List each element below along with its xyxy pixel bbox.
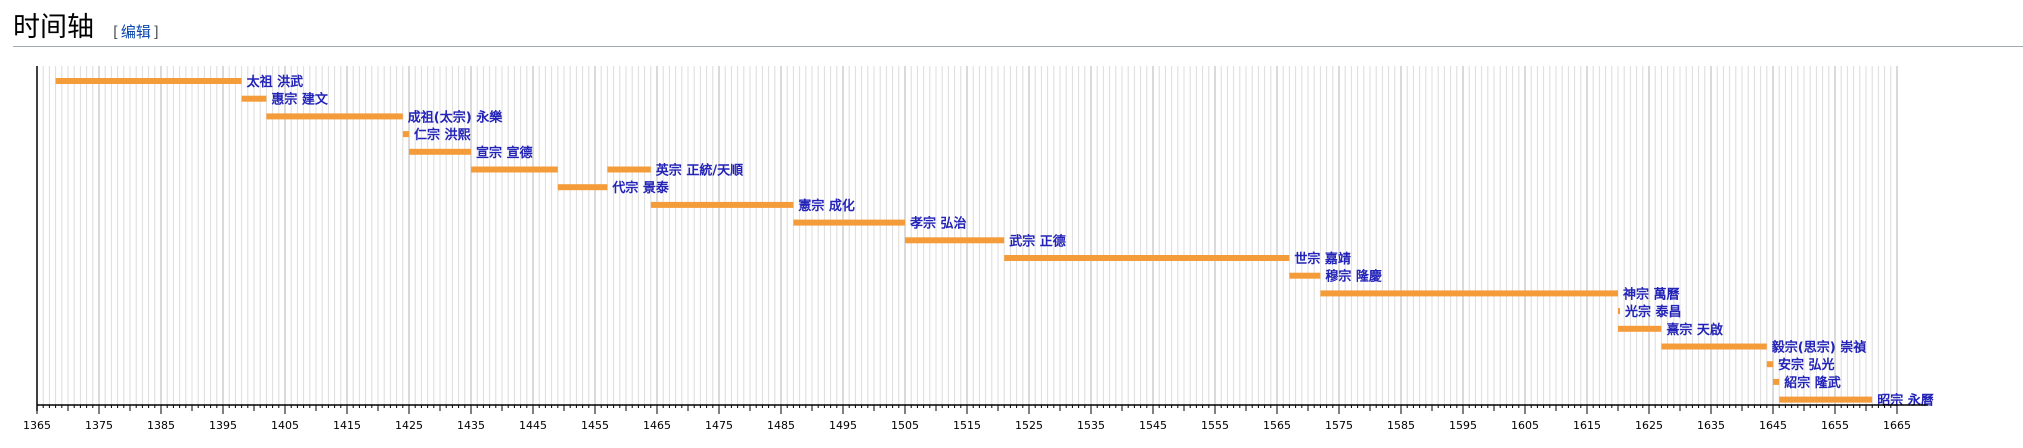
- reign-label: 武宗 正德: [1009, 233, 1066, 249]
- reign-bar: [241, 95, 267, 102]
- x-tick-label: 1665: [1883, 419, 1911, 432]
- reign-label: 穆宗 隆慶: [1325, 269, 1383, 285]
- reign-label: 惠宗 建文: [271, 92, 329, 108]
- reign-label: 太祖 洪武: [246, 74, 304, 90]
- x-tick-label: 1515: [953, 419, 981, 432]
- x-tick-label: 1395: [209, 419, 237, 432]
- reign-label: 宣宗 宣德: [476, 145, 533, 161]
- x-tick-label: 1605: [1511, 419, 1539, 432]
- x-tick-label: 1405: [271, 419, 299, 432]
- x-tick-label: 1555: [1201, 419, 1229, 432]
- reign-label: 英宗 正統/天順: [655, 163, 744, 179]
- x-tick-label: 1565: [1263, 419, 1291, 432]
- x-tick-label: 1375: [85, 419, 113, 432]
- reign-bar: [557, 184, 608, 191]
- edit-bracket-close: ]: [152, 23, 159, 41]
- x-tick-label: 1445: [519, 419, 547, 432]
- reign-label: 代宗 景泰: [611, 180, 670, 196]
- minor-gridlines: [36, 66, 1898, 405]
- reign-label: 神宗 萬曆: [1623, 286, 1680, 302]
- x-tick-label: 1635: [1697, 419, 1725, 432]
- x-tick-label: 1655: [1821, 419, 1849, 432]
- reign-bar-second: [607, 166, 651, 173]
- x-tick-label: 1505: [891, 419, 919, 432]
- reign-bar: [650, 201, 794, 208]
- reign-label: 仁宗 洪熙: [414, 127, 471, 143]
- x-tick-label: 1385: [147, 419, 175, 432]
- reign-bar: [471, 166, 558, 173]
- reign-bar: [1320, 290, 1618, 297]
- x-tick-label: 1575: [1325, 419, 1353, 432]
- reign-bar: [1004, 255, 1290, 261]
- reign-bar: [266, 113, 403, 120]
- reign-bars: [55, 78, 1873, 403]
- reign-label: 世宗 嘉靖: [1294, 251, 1351, 267]
- x-tick-label: 1585: [1387, 419, 1415, 432]
- reign-label: 毅宗(思宗) 崇禎: [1771, 340, 1867, 356]
- reign-label: 成祖(太宗) 永樂: [408, 109, 503, 125]
- reign-bar: [1661, 343, 1767, 350]
- x-tick-label: 1625: [1635, 419, 1663, 432]
- reign-bar: [1766, 361, 1773, 368]
- x-tick-label: 1365: [23, 419, 51, 432]
- reign-bar: [1773, 378, 1780, 385]
- major-gridlines: [36, 66, 1898, 405]
- reign-label: 孝宗 弘治: [909, 216, 967, 232]
- edit-section: [编辑]: [113, 21, 159, 42]
- reign-label: 安宗 弘光: [1778, 357, 1835, 373]
- x-tick-label: 1645: [1759, 419, 1787, 432]
- reign-label: 熹宗 天啟: [1666, 322, 1724, 338]
- section-header: 时间轴 [编辑]: [13, 10, 2023, 47]
- reign-label: 光宗 泰昌: [1624, 304, 1682, 320]
- x-tick-label: 1495: [829, 419, 857, 432]
- x-tick-label: 1425: [395, 419, 423, 432]
- reign-label: 憲宗 成化: [797, 198, 855, 214]
- reign-bar: [905, 237, 1005, 244]
- reign-bar: [1779, 396, 1873, 403]
- x-tick-label: 1415: [333, 419, 361, 432]
- x-tick-label: 1525: [1015, 419, 1043, 432]
- reign-bar: [409, 148, 471, 155]
- reign-label: 紹宗 隆武: [1784, 375, 1841, 391]
- x-tick-label: 1475: [705, 419, 733, 432]
- reign-bar: [402, 131, 409, 138]
- x-tick-label: 1615: [1573, 419, 1601, 432]
- reign-bar: [793, 219, 905, 226]
- x-tick-label: 1465: [643, 419, 671, 432]
- edit-link[interactable]: 编辑: [120, 23, 151, 41]
- x-tick-label: 1595: [1449, 419, 1477, 432]
- reign-label: 昭宗 永曆: [1877, 393, 1934, 409]
- x-tick-label: 1435: [457, 419, 485, 432]
- edit-bracket-open: [: [113, 23, 119, 41]
- x-tick-label: 1485: [767, 419, 795, 432]
- reign-bar: [1618, 325, 1662, 332]
- time-axis: 1365 1375 1385 1395 1405 1415 1425 1435 1445 1455…: [23, 66, 1928, 432]
- reign-bar: [1289, 272, 1321, 279]
- x-tick-label: 1545: [1139, 419, 1167, 432]
- x-tick-label: 1455: [581, 419, 609, 432]
- reign-bar: [1618, 308, 1620, 315]
- page-title: 时间轴: [13, 12, 94, 43]
- reign-bar: [55, 78, 242, 84]
- x-tick-label: 1535: [1077, 419, 1105, 432]
